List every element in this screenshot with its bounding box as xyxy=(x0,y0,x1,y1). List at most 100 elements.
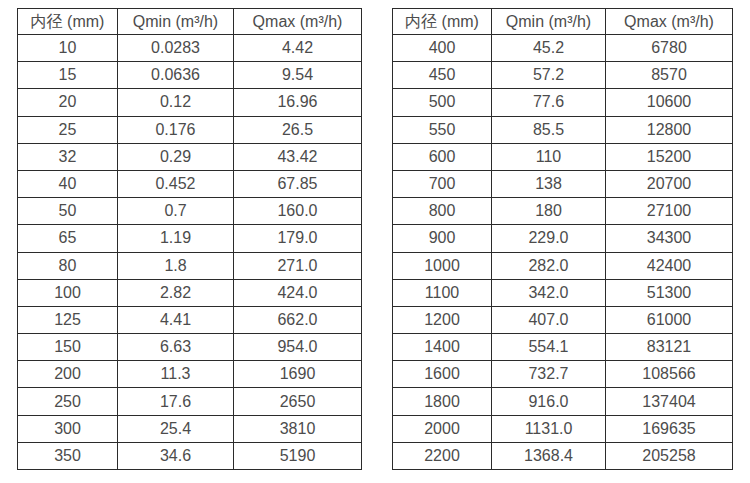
table-row: 250.17626.5 xyxy=(18,116,362,143)
table-row: 400.45267.85 xyxy=(18,170,362,197)
qmin-cell: 732.7 xyxy=(492,361,606,388)
qmin-cell: 0.7 xyxy=(118,198,234,225)
table-row: 1000282.042400 xyxy=(393,252,733,279)
qmax-cell: 2650 xyxy=(234,388,362,415)
header-row: 内径 (mm)Qmin (m³/h)Qmax (m³/h) xyxy=(393,9,733,35)
qmin-cell: 0.176 xyxy=(118,116,234,143)
table-row: 22001368.4205258 xyxy=(393,442,733,469)
table-row: 45057.28570 xyxy=(393,62,733,89)
table-row: 1506.63954.0 xyxy=(18,334,362,361)
qmin-cell: 0.12 xyxy=(118,89,234,116)
inner-diameter-cell: 2000 xyxy=(393,415,492,442)
qmax-cell: 6780 xyxy=(606,35,733,62)
qmax-cell: 954.0 xyxy=(234,334,362,361)
inner-diameter-column-header: 内径 (mm) xyxy=(18,9,118,35)
qmin-cell: 45.2 xyxy=(492,35,606,62)
table-row: 200.1216.96 xyxy=(18,89,362,116)
table-row: 1100342.051300 xyxy=(393,279,733,306)
qmin-cell: 57.2 xyxy=(492,62,606,89)
inner-diameter-cell: 32 xyxy=(18,143,118,170)
inner-diameter-cell: 25 xyxy=(18,116,118,143)
qmax-cell: 12800 xyxy=(606,116,733,143)
inner-diameter-cell: 1400 xyxy=(393,334,492,361)
qmax-cell: 179.0 xyxy=(234,225,362,252)
qmin-cell: 6.63 xyxy=(118,334,234,361)
qmax-cell: 20700 xyxy=(606,170,733,197)
flow-spec-table-large-diameter: 内径 (mm)Qmin (m³/h)Qmax (m³/h)40045.26780… xyxy=(392,8,733,470)
inner-diameter-cell: 1600 xyxy=(393,361,492,388)
table-row: 651.19179.0 xyxy=(18,225,362,252)
qmax-cell: 205258 xyxy=(606,442,733,469)
inner-diameter-cell: 15 xyxy=(18,62,118,89)
table-row: 150.06369.54 xyxy=(18,62,362,89)
qmax-cell: 16.96 xyxy=(234,89,362,116)
inner-diameter-cell: 350 xyxy=(18,442,118,469)
table-row: 320.2943.42 xyxy=(18,143,362,170)
inner-diameter-cell: 1100 xyxy=(393,279,492,306)
table-row: 60011015200 xyxy=(393,143,733,170)
qmin-cell: 110 xyxy=(492,143,606,170)
table-row: 20011.31690 xyxy=(18,361,362,388)
qmax-cell: 137404 xyxy=(606,388,733,415)
table-row: 1200407.061000 xyxy=(393,306,733,333)
qmin-cell: 407.0 xyxy=(492,306,606,333)
inner-diameter-column-header: 内径 (mm) xyxy=(393,9,492,35)
table-row: 40045.26780 xyxy=(393,35,733,62)
qmax-cell: 5190 xyxy=(234,442,362,469)
qmax-cell: 424.0 xyxy=(234,279,362,306)
qmin-cell: 85.5 xyxy=(492,116,606,143)
qmin-cell: 229.0 xyxy=(492,225,606,252)
table-row: 50077.610600 xyxy=(393,89,733,116)
inner-diameter-cell: 125 xyxy=(18,306,118,333)
qmin-cell: 4.41 xyxy=(118,306,234,333)
qmin-cell: 1368.4 xyxy=(492,442,606,469)
qmin-cell: 1.8 xyxy=(118,252,234,279)
qmax-cell: 1690 xyxy=(234,361,362,388)
qmax-column-header: Qmax (m³/h) xyxy=(234,9,362,35)
qmin-cell: 916.0 xyxy=(492,388,606,415)
qmax-cell: 271.0 xyxy=(234,252,362,279)
table-row: 1254.41662.0 xyxy=(18,306,362,333)
table-row: 1002.82424.0 xyxy=(18,279,362,306)
qmin-cell: 1.19 xyxy=(118,225,234,252)
qmin-cell: 554.1 xyxy=(492,334,606,361)
inner-diameter-cell: 800 xyxy=(393,198,492,225)
qmax-cell: 9.54 xyxy=(234,62,362,89)
qmax-cell: 108566 xyxy=(606,361,733,388)
qmax-cell: 42400 xyxy=(606,252,733,279)
qmin-cell: 17.6 xyxy=(118,388,234,415)
table-row: 1800916.0137404 xyxy=(393,388,733,415)
qmin-cell: 180 xyxy=(492,198,606,225)
inner-diameter-cell: 300 xyxy=(18,415,118,442)
qmin-column-header: Qmin (m³/h) xyxy=(118,9,234,35)
qmax-cell: 67.85 xyxy=(234,170,362,197)
table-row: 25017.62650 xyxy=(18,388,362,415)
inner-diameter-cell: 80 xyxy=(18,252,118,279)
table-row: 500.7160.0 xyxy=(18,198,362,225)
qmax-cell: 27100 xyxy=(606,198,733,225)
qmax-cell: 34300 xyxy=(606,225,733,252)
qmin-column-header: Qmin (m³/h) xyxy=(492,9,606,35)
inner-diameter-cell: 2200 xyxy=(393,442,492,469)
qmax-cell: 51300 xyxy=(606,279,733,306)
inner-diameter-cell: 700 xyxy=(393,170,492,197)
table-row: 35034.65190 xyxy=(18,442,362,469)
qmin-cell: 34.6 xyxy=(118,442,234,469)
inner-diameter-cell: 150 xyxy=(18,334,118,361)
flow-spec-table-small-diameter: 内径 (mm)Qmin (m³/h)Qmax (m³/h)100.02834.4… xyxy=(17,8,362,470)
qmax-cell: 26.5 xyxy=(234,116,362,143)
qmax-cell: 43.42 xyxy=(234,143,362,170)
qmax-cell: 4.42 xyxy=(234,35,362,62)
table-row: 30025.43810 xyxy=(18,415,362,442)
table-row: 900229.034300 xyxy=(393,225,733,252)
qmin-cell: 0.29 xyxy=(118,143,234,170)
qmax-cell: 10600 xyxy=(606,89,733,116)
qmax-cell: 8570 xyxy=(606,62,733,89)
table-row: 80018027100 xyxy=(393,198,733,225)
inner-diameter-cell: 10 xyxy=(18,35,118,62)
table-row: 55085.512800 xyxy=(393,116,733,143)
inner-diameter-cell: 65 xyxy=(18,225,118,252)
inner-diameter-cell: 250 xyxy=(18,388,118,415)
inner-diameter-cell: 20 xyxy=(18,89,118,116)
inner-diameter-cell: 1000 xyxy=(393,252,492,279)
